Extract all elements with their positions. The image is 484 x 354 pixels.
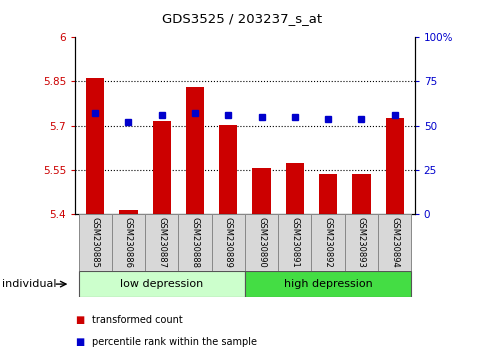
FancyBboxPatch shape (378, 214, 410, 271)
FancyBboxPatch shape (78, 214, 111, 271)
Text: GSM230890: GSM230890 (257, 217, 266, 268)
FancyBboxPatch shape (145, 214, 178, 271)
Text: GSM230893: GSM230893 (356, 217, 365, 268)
Text: GSM230891: GSM230891 (290, 217, 299, 268)
Bar (318, 175, 336, 214)
Text: GSM230887: GSM230887 (157, 217, 166, 268)
Bar (152, 121, 170, 214)
Bar (86, 78, 104, 214)
FancyBboxPatch shape (244, 271, 410, 297)
Text: GDS3525 / 203237_s_at: GDS3525 / 203237_s_at (162, 12, 322, 25)
Text: GSM230888: GSM230888 (190, 217, 199, 268)
Text: low depression: low depression (120, 279, 203, 289)
Text: GSM230894: GSM230894 (390, 217, 398, 268)
FancyBboxPatch shape (278, 214, 311, 271)
Text: transformed count: transformed count (92, 315, 182, 325)
FancyBboxPatch shape (344, 214, 378, 271)
Text: GSM230885: GSM230885 (91, 217, 99, 268)
Text: GSM230892: GSM230892 (323, 217, 332, 268)
FancyBboxPatch shape (244, 214, 278, 271)
FancyBboxPatch shape (78, 271, 244, 297)
Bar (385, 118, 403, 214)
Text: ■: ■ (75, 315, 84, 325)
Bar (119, 210, 137, 214)
Text: individual: individual (2, 279, 57, 289)
Bar (252, 167, 270, 214)
Text: ■: ■ (75, 337, 84, 347)
Bar (185, 87, 204, 214)
FancyBboxPatch shape (211, 214, 244, 271)
FancyBboxPatch shape (111, 214, 145, 271)
Text: GSM230889: GSM230889 (223, 217, 232, 268)
Bar (351, 175, 370, 214)
FancyBboxPatch shape (178, 214, 211, 271)
Text: high depression: high depression (283, 279, 372, 289)
Text: GSM230886: GSM230886 (124, 217, 133, 268)
Text: percentile rank within the sample: percentile rank within the sample (92, 337, 257, 347)
Bar (219, 125, 237, 214)
Bar (285, 164, 303, 214)
FancyBboxPatch shape (311, 214, 344, 271)
